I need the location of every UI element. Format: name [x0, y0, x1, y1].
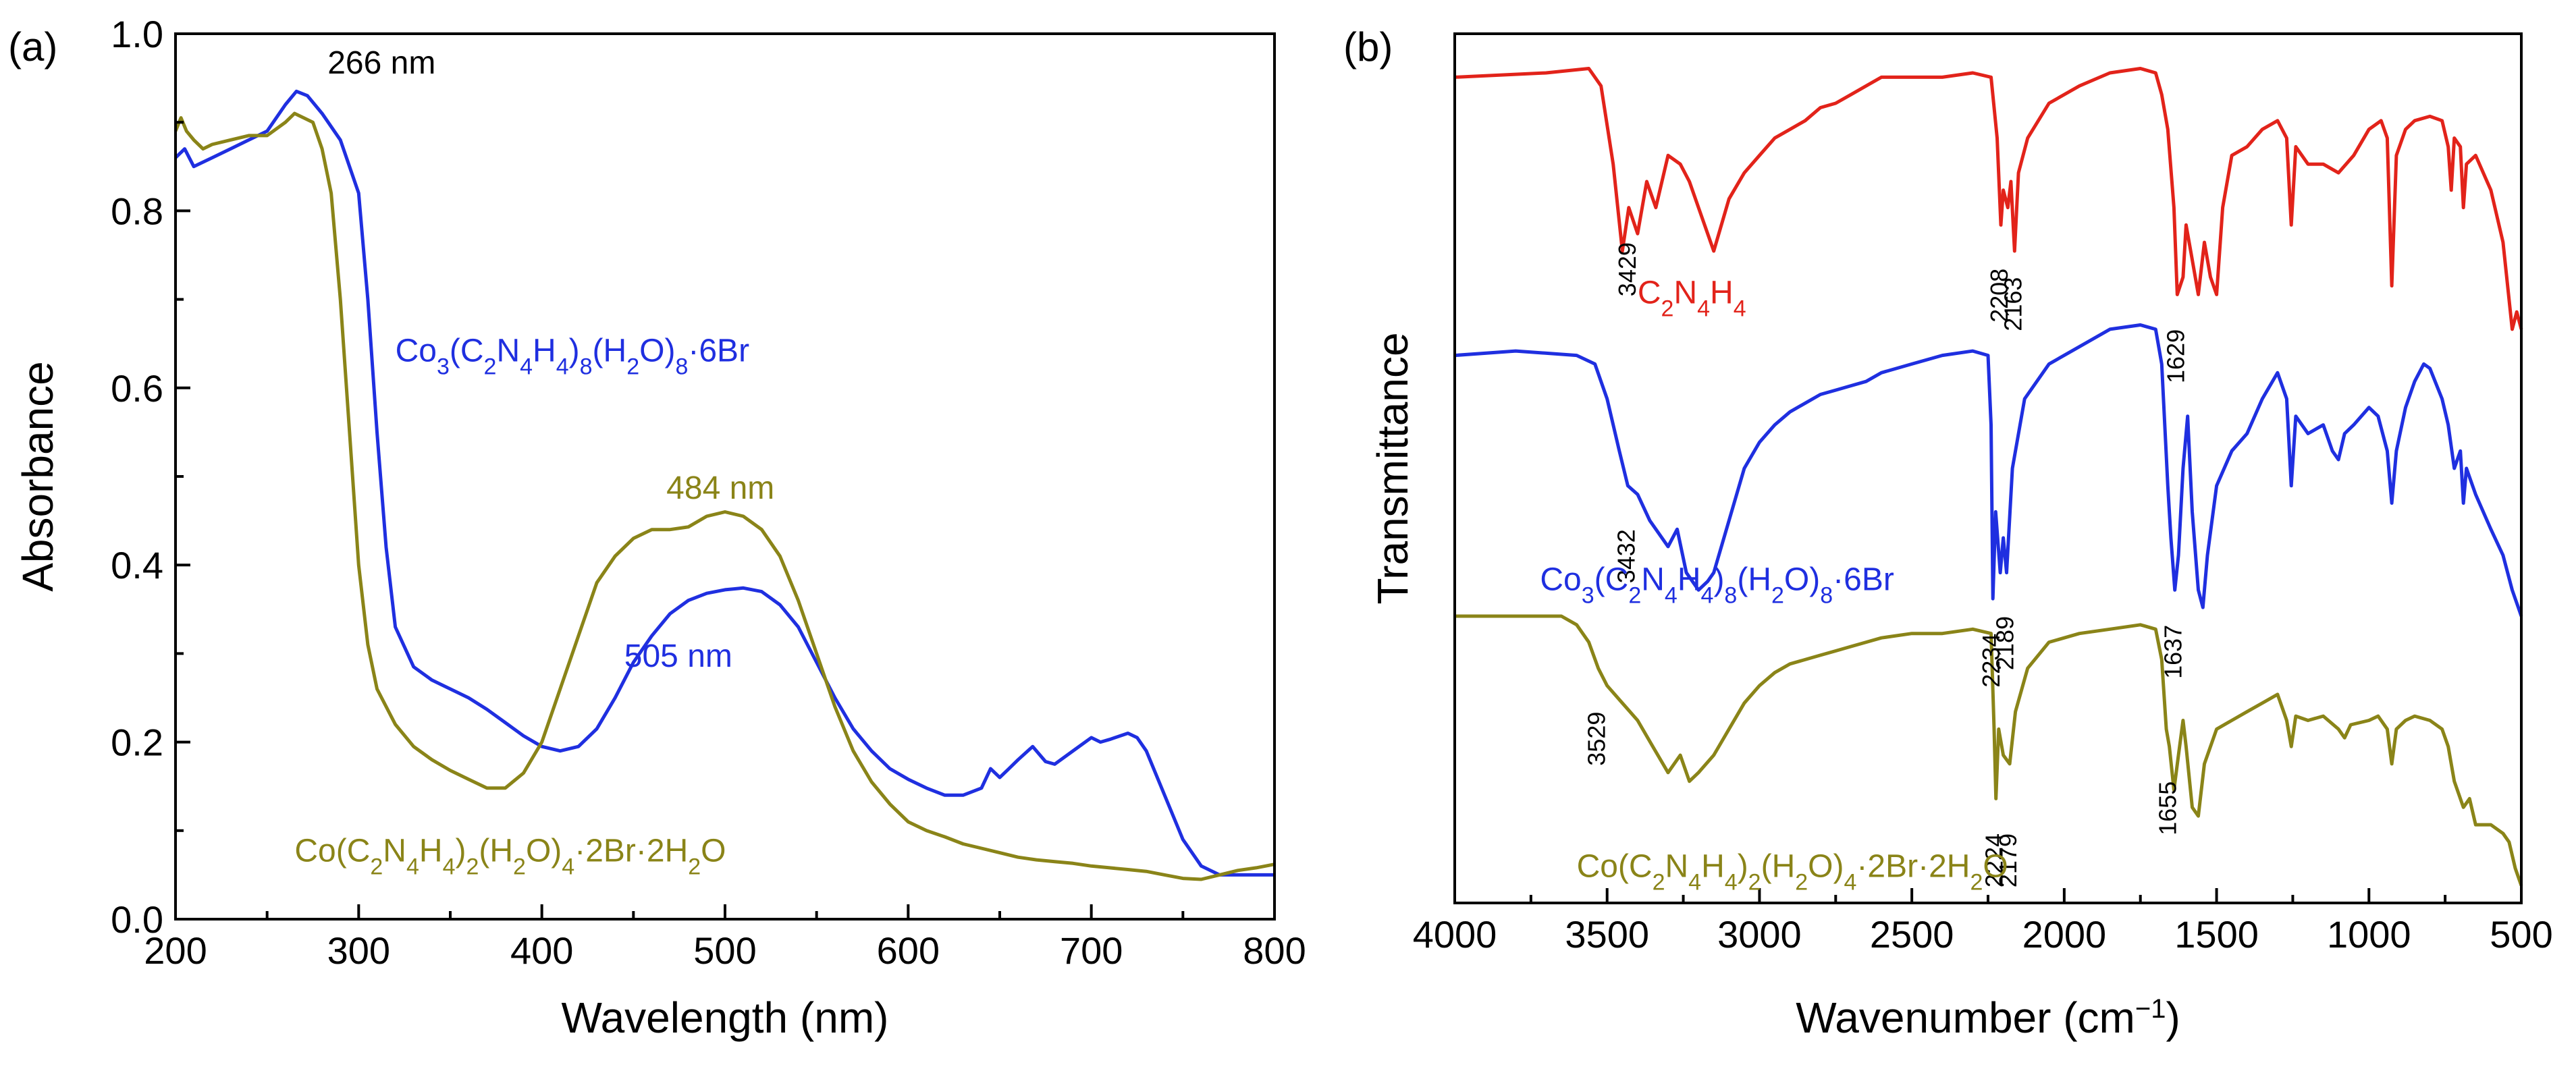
- annotation-505nm: 505 nm: [624, 638, 732, 674]
- y-tick-label: 0.8: [111, 190, 163, 232]
- peak-label-2234: 2234: [1977, 634, 2005, 688]
- uv-series-line-1: [173, 111, 1275, 881]
- panel-a-ylabel: Absorbance: [14, 361, 62, 592]
- peak-label-1655: 1655: [2154, 781, 2182, 835]
- series-label-co3-complex-ir: Co3(C2N4H4)8(H2O)8·6Br: [1540, 561, 1894, 608]
- y-tick-label: 0.2: [111, 721, 163, 764]
- y-tick-label: 0.4: [111, 544, 163, 586]
- x-tick-label: 800: [1243, 929, 1306, 972]
- panel-a-label: (a): [8, 24, 57, 70]
- ir-series-line-2: [1455, 614, 2523, 887]
- ir-series-line-1: [1454, 323, 2523, 617]
- x-tick-label: 400: [510, 929, 573, 972]
- panel-b-ylabel: Transmittance: [1368, 332, 1417, 604]
- series-label-co1-complex: Co(C2N4H4)2(H2O)4·2Br·2H2O: [294, 833, 726, 880]
- panel-a-series-lines: [173, 89, 1275, 881]
- panel-a-uv-vis-chart: (a) 200 300 400 500 600 700 800 0.0 0.2 0.4 0.6 0.8…: [8, 13, 1306, 1042]
- panel-b-series-lines: [1454, 67, 2523, 887]
- x-tick-label: 300: [327, 929, 390, 972]
- uv-series-line-0: [174, 89, 1274, 877]
- panel-b-ir-chart: (b) 4000 3500 3000 2500 2000 1500 1000 500 3429…: [1343, 24, 2553, 1042]
- panel-b-label: (b): [1343, 24, 1393, 70]
- peak-label-1637: 1637: [2159, 625, 2187, 679]
- series-label-co1-complex-ir: Co(C2N4H4)2(H2O)4·2Br·2H2O: [1577, 848, 2008, 895]
- x-tick-label: 1000: [2327, 913, 2411, 956]
- panel-b-plot-frame: [1453, 32, 2523, 904]
- series-label-co3-complex: Co3(C2N4H4)8(H2O)8·6Br: [396, 333, 749, 379]
- peak-label-2224: 2224: [1981, 833, 2008, 887]
- peak-label-3432: 3432: [1612, 529, 1640, 583]
- y-tick-label: 0.0: [111, 898, 163, 941]
- peak-label-2208: 2208: [1985, 269, 2013, 323]
- ir-series-line-0: [1454, 67, 2523, 331]
- x-tick-label: 500: [693, 929, 756, 972]
- y-tick-label: 0.6: [111, 367, 163, 410]
- x-tick-label: 2000: [2022, 913, 2107, 956]
- x-tick-label: 2500: [1870, 913, 1954, 956]
- annotation-266nm: 266 nm: [327, 45, 435, 81]
- panel-b-xlabel: Wavenumber (cm−1): [1796, 993, 2180, 1042]
- peak-label-2179: 2179: [1994, 833, 2022, 887]
- y-tick-label: 1.0: [111, 13, 163, 55]
- peak-label-3529: 3529: [1583, 712, 1611, 766]
- panel-a-xlabel: Wavelength (nm): [562, 993, 889, 1042]
- peak-label-1629: 1629: [2162, 329, 2189, 383]
- x-tick-label: 600: [877, 929, 940, 972]
- peak-label-2189: 2189: [1991, 616, 2019, 670]
- x-tick-label: 200: [144, 929, 207, 972]
- x-tick-label: 3000: [1717, 913, 1802, 956]
- x-tick-label: 3500: [1565, 913, 1649, 956]
- series-label-c2n4h4: C2N4H4: [1638, 275, 1746, 321]
- peak-label-3429: 3429: [1613, 242, 1641, 296]
- x-tick-label: 1500: [2174, 913, 2259, 956]
- annotation-484nm: 484 nm: [666, 470, 774, 506]
- panel-a-plot-frame: [174, 32, 1276, 921]
- x-tick-label: 700: [1060, 929, 1123, 972]
- panel-a-ticks: 200 300 400 500 600 700 800 0.0 0.2 0.4 0.6 0.8 1.0: [111, 13, 1306, 972]
- x-tick-label: 4000: [1413, 913, 1497, 956]
- x-tick-label: 500: [2490, 913, 2552, 956]
- panel-b-ticks: 4000 3500 3000 2500 2000 1500 1000 500: [1413, 888, 2553, 956]
- peak-label-2163: 2163: [1999, 277, 2027, 331]
